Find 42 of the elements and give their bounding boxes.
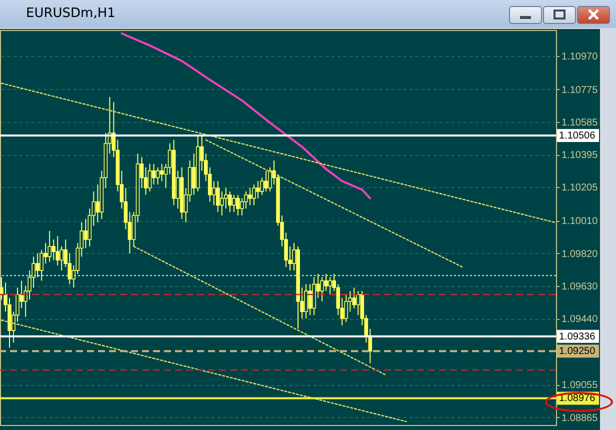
y-tick-label: 1.09630 bbox=[562, 281, 598, 292]
y-tick-label: 1.10970 bbox=[562, 51, 598, 62]
line-series bbox=[120, 32, 372, 200]
y-tick-label: 1.09055 bbox=[562, 380, 598, 392]
y-tick-label: 1.09440 bbox=[562, 314, 598, 326]
candlestick bbox=[308, 284, 312, 316]
y-tick-label: 1.10205 bbox=[562, 182, 598, 194]
candlestick bbox=[48, 230, 52, 262]
y-tick-label: 1.10395 bbox=[562, 150, 598, 162]
ref-line-label: 1.10506 bbox=[559, 130, 596, 142]
candlestick bbox=[228, 190, 232, 213]
candlestick bbox=[304, 284, 308, 320]
y-tick-label: 1.10010 bbox=[562, 216, 598, 228]
candlestick bbox=[248, 188, 252, 206]
y-tick-label: 1.10585 bbox=[562, 117, 598, 128]
y-tick-label: 1.09820 bbox=[562, 248, 598, 260]
candlestick bbox=[352, 287, 356, 309]
candlestick bbox=[232, 194, 236, 213]
candlestick bbox=[264, 170, 268, 192]
chart-title: EURUSDm,H1 bbox=[26, 6, 116, 21]
candlestick bbox=[148, 163, 152, 192]
candlestick bbox=[252, 184, 256, 206]
candlestick bbox=[324, 273, 328, 292]
candlestick bbox=[36, 252, 40, 278]
candlestick bbox=[220, 190, 224, 216]
candlestick bbox=[256, 180, 260, 199]
candlestick bbox=[156, 166, 160, 186]
candlestick bbox=[344, 294, 348, 322]
ref-line-label: 1.09250 bbox=[559, 346, 596, 358]
candlestick bbox=[356, 290, 360, 316]
candlestick bbox=[236, 194, 240, 216]
candlestick bbox=[328, 276, 332, 295]
ref-line-label: 1.09336 bbox=[559, 331, 596, 342]
y-tick-label: 1.10775 bbox=[562, 84, 598, 96]
candlestick bbox=[56, 236, 60, 266]
candlestick bbox=[84, 218, 88, 249]
ref-line-label: 1.08976 bbox=[559, 393, 596, 404]
candlestick bbox=[216, 180, 220, 213]
y-tick-label: 1.08865 bbox=[562, 412, 598, 424]
candlestick bbox=[160, 163, 164, 182]
candlestick bbox=[320, 276, 324, 302]
candlestick bbox=[152, 163, 156, 186]
